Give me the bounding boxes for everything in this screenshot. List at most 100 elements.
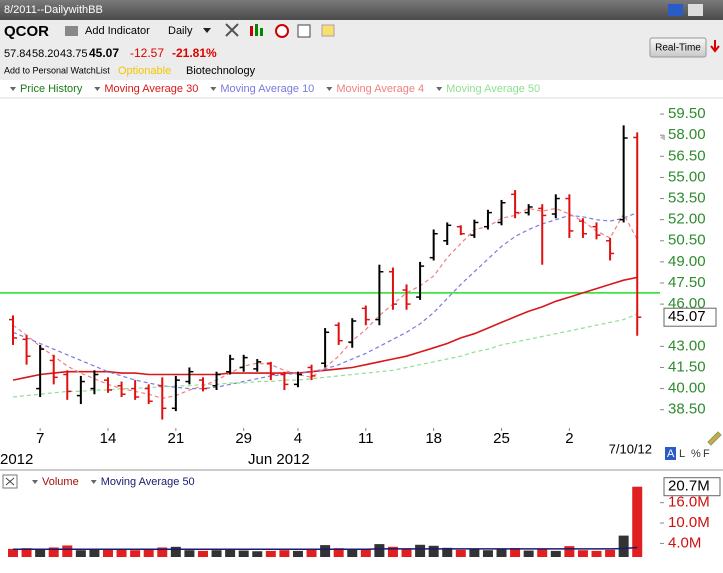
y-tick-label: 38.50 — [668, 401, 706, 418]
layout-name[interactable]: 8/2011--DailywithBB — [4, 4, 103, 16]
volume-bar — [8, 548, 18, 557]
x-tick-label: 18 — [425, 430, 442, 447]
legend-entry[interactable]: Moving Average 4 — [336, 83, 424, 95]
dropdown-arrow[interactable] — [326, 87, 333, 91]
dropdown-arrow[interactable] — [210, 87, 217, 91]
x-tick-label: 11 — [358, 430, 374, 447]
y-tick-label: 55.00 — [668, 168, 706, 185]
side-option[interactable]: F — [703, 448, 710, 460]
y-tick-label: 59.50 — [668, 105, 706, 122]
volume-bar — [35, 549, 46, 557]
y-tick-label: 53.50 — [668, 190, 706, 207]
quote-change-pct: -21.81% — [172, 46, 217, 60]
dropdown-arrow[interactable] — [10, 87, 16, 91]
volume-legend: Volume Moving Average 50 — [32, 476, 195, 488]
close-x — [5, 477, 15, 486]
side-panel: A L% F — [665, 447, 710, 460]
y-tick-label: 16.0M — [668, 494, 710, 511]
add-indicator[interactable]: Add Indicator — [85, 25, 150, 37]
moving-average — [12, 207, 638, 400]
optionable: Optionable — [118, 65, 171, 77]
realtime-arrow[interactable] — [710, 40, 720, 53]
volume-bar — [333, 548, 344, 557]
volume-moving-average — [13, 546, 638, 550]
tools-icon[interactable] — [225, 23, 239, 37]
grid-icon[interactable] — [297, 24, 311, 38]
dropdown-arrow[interactable] — [436, 87, 443, 91]
volume-bar — [211, 550, 222, 557]
y-tick-label: 43.00 — [668, 337, 706, 354]
volume-bar — [130, 550, 141, 557]
x-tick-label: 14 — [100, 430, 117, 447]
symbol[interactable]: QCOR — [4, 23, 49, 40]
x-tick-label: 7 — [36, 430, 44, 447]
volume-bar — [360, 548, 371, 557]
side-option[interactable]: % — [691, 448, 701, 460]
alarm-icon[interactable] — [275, 24, 289, 38]
y-tick-label: 47.50 — [668, 274, 706, 291]
volume-bar — [170, 546, 181, 557]
moving-average — [12, 276, 638, 381]
realtime-button[interactable] — [649, 37, 707, 58]
volume-value-label: 20.7M — [668, 478, 710, 495]
title-bar — [0, 0, 723, 20]
dropdown-arrow[interactable] — [90, 480, 97, 484]
chart-icon[interactable] — [250, 26, 253, 36]
legend: Price History Moving Average 30 Moving Ave… — [10, 83, 540, 95]
volume-bar — [62, 545, 73, 557]
volume-bar — [455, 549, 466, 557]
volume-bar — [320, 545, 331, 557]
y-tick-label: 50.50 — [668, 232, 706, 249]
s-icon[interactable] — [668, 4, 683, 16]
volume-bar — [279, 550, 290, 557]
quote-low: 43.75 — [60, 48, 88, 60]
volume-bar — [577, 550, 588, 557]
volume-bar — [238, 550, 249, 557]
volume-bar — [89, 549, 100, 557]
dropdown-arrow[interactable] — [32, 480, 38, 484]
legend-entry[interactable]: Price History — [20, 83, 83, 95]
volume-bar — [523, 550, 534, 557]
legend-entry[interactable]: Moving Average 50 — [446, 83, 540, 95]
pencil-icon[interactable] — [707, 431, 722, 446]
volume-bar — [21, 548, 32, 557]
side-option[interactable]: L — [679, 448, 685, 460]
legend-entry[interactable]: Moving Average 30 — [104, 83, 198, 95]
x-tick-label: 2 — [565, 430, 573, 447]
y-tick-label: 52.00 — [668, 211, 706, 228]
volume-bar — [292, 550, 303, 557]
y-tick-label: 41.50 — [668, 358, 706, 375]
volume-bar — [496, 548, 507, 557]
quote-change: -12.57 — [130, 46, 164, 60]
volume-bar — [225, 549, 236, 557]
volume-bar — [618, 535, 629, 557]
realtime-label[interactable]: Real-Time — [655, 43, 701, 54]
volume-bar — [48, 547, 59, 557]
volume-bar — [537, 549, 548, 557]
print-icon[interactable] — [65, 26, 78, 36]
date-label: 7/10/12 — [609, 441, 652, 456]
side-option[interactable]: A — [667, 448, 675, 460]
legend-entry[interactable]: Moving Average 10 — [220, 83, 314, 95]
legend-entry[interactable]: Moving Average 50 — [101, 476, 195, 488]
volume-bar — [143, 549, 154, 557]
volume-bar — [469, 549, 480, 557]
x-tick-label: 25 — [493, 430, 510, 447]
header-panel — [0, 20, 723, 80]
quote-open: 57.84 — [4, 48, 32, 60]
watchlist-link[interactable]: Add to Personal WatchList — [4, 65, 110, 75]
last-price-box — [663, 307, 717, 327]
quote-row: 57.84 58.20 43.75 45.07 -12.57 -21.81% — [4, 46, 217, 60]
moving-average — [12, 313, 638, 398]
t-icon[interactable] — [688, 4, 703, 16]
dropdown-arrow[interactable] — [94, 87, 101, 91]
period-dropdown[interactable] — [203, 28, 211, 33]
industry[interactable]: Biotechnology — [186, 65, 256, 77]
volume-bar — [415, 544, 426, 557]
legend-entry[interactable]: Volume — [42, 476, 79, 488]
x-tick-label: 29 — [235, 430, 252, 447]
volume-bar — [306, 548, 317, 557]
note-icon[interactable] — [321, 24, 335, 37]
y-tick-label: 58.00 — [668, 126, 706, 143]
period[interactable]: Daily — [168, 25, 193, 37]
